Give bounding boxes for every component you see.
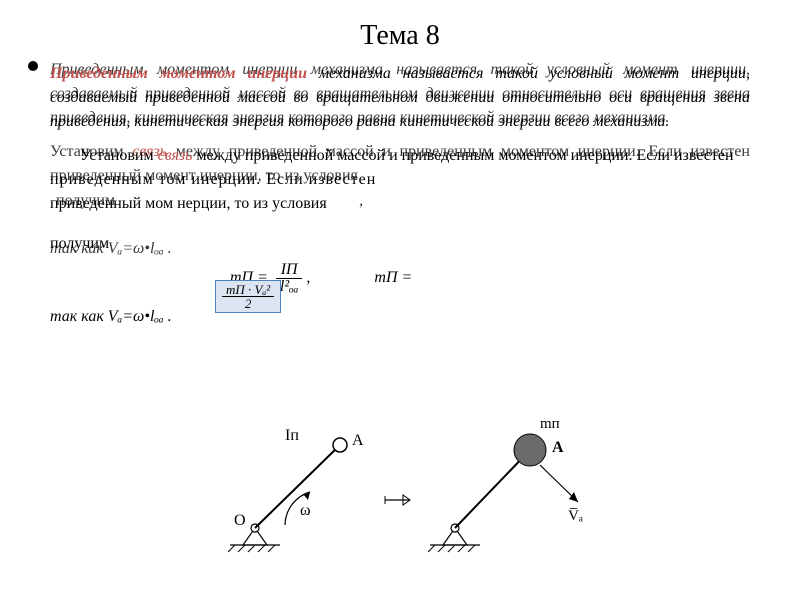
- left-mechanism: Iп A O ω: [228, 427, 364, 552]
- label-O: O: [234, 512, 246, 529]
- front-para2-extra: приведенный мом нерции, то из условия: [50, 192, 750, 216]
- def-term: Приведенным моментом инерции: [50, 65, 307, 82]
- middle-arrow-icon: [385, 495, 410, 505]
- bullet-icon: [28, 61, 38, 71]
- front-para2-mid: приведенным том инерции. Если известен: [50, 168, 750, 192]
- front-para2-b: между приведенной массой и приведенным м…: [192, 147, 733, 164]
- eq-standalone: mП =: [374, 269, 412, 286]
- front-takkak: так как Vₐ=ω•lₒₐ .: [50, 305, 750, 329]
- front-para2-extra-text: приведенный мом нерции, то из условия: [50, 195, 327, 212]
- diagram: Iп A O ω: [200, 410, 600, 570]
- formula-num: mП · Vₐ²: [222, 283, 274, 297]
- eq-num: IП: [276, 262, 303, 279]
- slide-page: Приведенным моментом инерции механизма н…: [0, 0, 800, 600]
- label-omega: ω: [300, 502, 311, 519]
- front-para2: Установим связь между приведенной массой…: [50, 144, 750, 168]
- front-poluchim: получим: [50, 232, 750, 256]
- label-A-left: A: [352, 432, 364, 449]
- label-Ip: Iп: [285, 427, 299, 444]
- equation-line: mП = IП l²ₒₐ , mП =: [230, 262, 750, 295]
- label-A-right: A: [552, 439, 564, 456]
- right-mechanism: mп A V̅ₐ: [428, 416, 583, 552]
- label-Va: V̅ₐ: [568, 508, 583, 524]
- front-link-term: связь: [158, 147, 193, 164]
- front-para2-a: Установим: [80, 147, 158, 164]
- front-definition: Приведенным моментом инерции механизма н…: [50, 62, 750, 134]
- label-mp: mп: [540, 416, 560, 432]
- diagram-svg: Iп A O ω: [200, 410, 600, 570]
- page-title: Тема 8: [50, 20, 750, 52]
